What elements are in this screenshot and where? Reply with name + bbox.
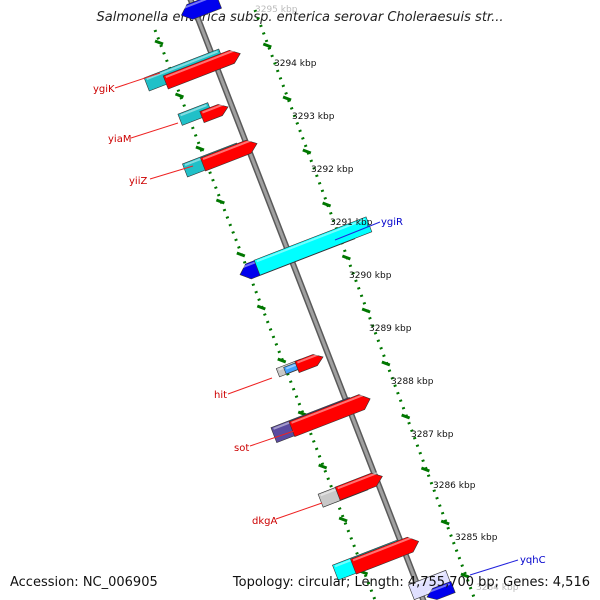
ruler-tick-outer <box>381 360 391 367</box>
gene-block-yiiZ <box>200 138 258 172</box>
leader-line <box>334 221 381 241</box>
scale-label: 3293 kbp <box>292 112 335 122</box>
gene-block-bottom <box>350 535 420 575</box>
ruler-tick-inner <box>154 39 164 46</box>
leader-line <box>149 165 194 180</box>
ruler-tick-inner <box>256 304 266 311</box>
inner-ruler-track <box>153 29 377 600</box>
ruler-tick-outer <box>282 95 292 102</box>
ruler-tick-inner <box>277 357 287 364</box>
ruler-tick-inner <box>236 251 246 258</box>
scale-label: 3285 kbp <box>455 533 498 543</box>
scale-label: 3295 kbp <box>255 5 298 15</box>
scale-label: 3284 kbp <box>476 583 519 593</box>
scale-label: 3294 kbp <box>274 59 317 69</box>
ruler-ticks <box>154 39 470 579</box>
gene-label-ygiK: ygiK <box>93 84 115 95</box>
ruler-tick-inner <box>195 145 205 152</box>
gene-label-hit: hit <box>214 390 227 401</box>
scale-label: 3292 kbp <box>311 165 354 175</box>
gene-label-dkgA: dkgA <box>252 516 277 527</box>
ruler-tick-inner <box>174 92 185 99</box>
gene-block-hit <box>294 353 324 374</box>
leader-line <box>249 430 295 447</box>
accession-text: Accession: NC_006905 <box>10 575 158 590</box>
scale-label: 3286 kbp <box>433 481 476 491</box>
outer-ruler-track <box>253 9 477 600</box>
gene-label-yqhC: yqhC <box>520 555 546 566</box>
scale-label: 3287 kbp <box>411 430 454 440</box>
genome-backbone <box>187 0 427 600</box>
gene-block-dkgA <box>334 471 383 501</box>
leader-line <box>469 559 519 576</box>
gene-block-ygiR-cds <box>253 216 373 276</box>
ruler-tick-outer <box>420 466 430 473</box>
leader-line <box>130 122 179 139</box>
scale-label: 3291 kbp <box>330 218 373 228</box>
scale-label: 3288 kbp <box>391 377 434 387</box>
gene-label-yiiZ: yiiZ <box>129 176 147 187</box>
gene-block-yiaM <box>199 103 229 124</box>
ruler-tick-outer <box>341 254 351 261</box>
ruler-tick-outer <box>302 148 312 155</box>
topology-summary: Topology: circular; Length: 4,755,700 bp… <box>232 575 590 590</box>
gene-block-ygiK <box>162 48 241 90</box>
ruler-tick-outer <box>460 572 470 579</box>
leader-line <box>114 72 161 89</box>
ruler-tick-inner <box>318 463 328 470</box>
gene-label-yiaM: yiaM <box>108 134 131 145</box>
scale-label: 3289 kbp <box>369 324 412 334</box>
ruler-tick-inner <box>338 516 348 523</box>
gene-label-sot: sot <box>234 443 249 454</box>
gene-blocks <box>143 0 456 600</box>
gene-block-sot <box>288 393 371 438</box>
gene-label-ygiR: ygiR <box>381 217 403 228</box>
ruler-tick-outer <box>262 42 272 49</box>
scale-labels: 3295 kbp 3294 kbp 3293 kbp 3292 kbp 3291 kbp… <box>255 5 519 593</box>
ruler-tick-outer <box>361 307 371 314</box>
leader-line <box>227 377 273 395</box>
gene-block-top-blue <box>180 0 222 20</box>
gene-block-yqhC <box>426 580 456 600</box>
ruler-tick-inner <box>215 198 225 205</box>
ruler-tick-outer <box>322 201 332 208</box>
gene-labels: ygiK yiaM yiiZ hit sot dkgA ygiR yqhC <box>93 72 546 576</box>
ruler-tick-outer <box>440 519 450 526</box>
scale-label: 3290 kbp <box>349 271 392 281</box>
ruler-tick-outer <box>401 413 411 420</box>
leader-line <box>275 502 323 520</box>
